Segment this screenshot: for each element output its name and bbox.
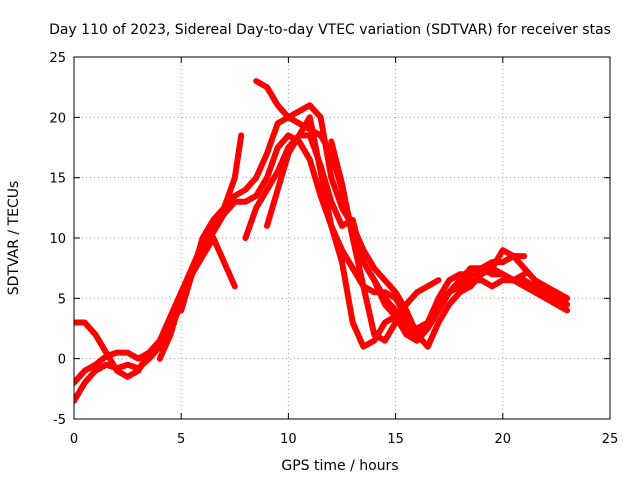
- y-tick-label: 0: [58, 353, 66, 368]
- x-tick-label: 0: [70, 432, 78, 447]
- grid: [74, 57, 610, 419]
- x-tick-label: 15: [387, 432, 404, 447]
- series-line-track-2: [74, 235, 238, 386]
- series-line-track-8: [264, 132, 528, 344]
- x-tick-label: 10: [280, 432, 297, 447]
- x-tick-label: 25: [602, 432, 619, 447]
- series-line-track-3: [74, 132, 245, 380]
- axes-ticks: 0 5 10 15 20 25 -5 0 5 10 15 20 25: [49, 51, 618, 447]
- y-tick-label: 20: [49, 111, 66, 126]
- chart-title: Day 110 of 2023, Sidereal Day-to-day VTE…: [49, 22, 611, 38]
- x-axis-label: GPS time / hours: [281, 458, 398, 474]
- series-line-track-9: [328, 138, 442, 344]
- y-tick-label: 15: [49, 172, 66, 187]
- series-layer: [74, 78, 571, 404]
- y-axis-label: SDTVAR / TECUs: [6, 181, 22, 296]
- y-tick-label: -5: [53, 413, 66, 428]
- y-tick-label: 5: [58, 292, 66, 307]
- y-tick-label: 10: [49, 232, 66, 247]
- x-tick-label: 20: [495, 432, 512, 447]
- series-line-track-5: [178, 132, 571, 338]
- x-tick-label: 5: [177, 432, 185, 447]
- y-tick-label: 25: [49, 51, 66, 66]
